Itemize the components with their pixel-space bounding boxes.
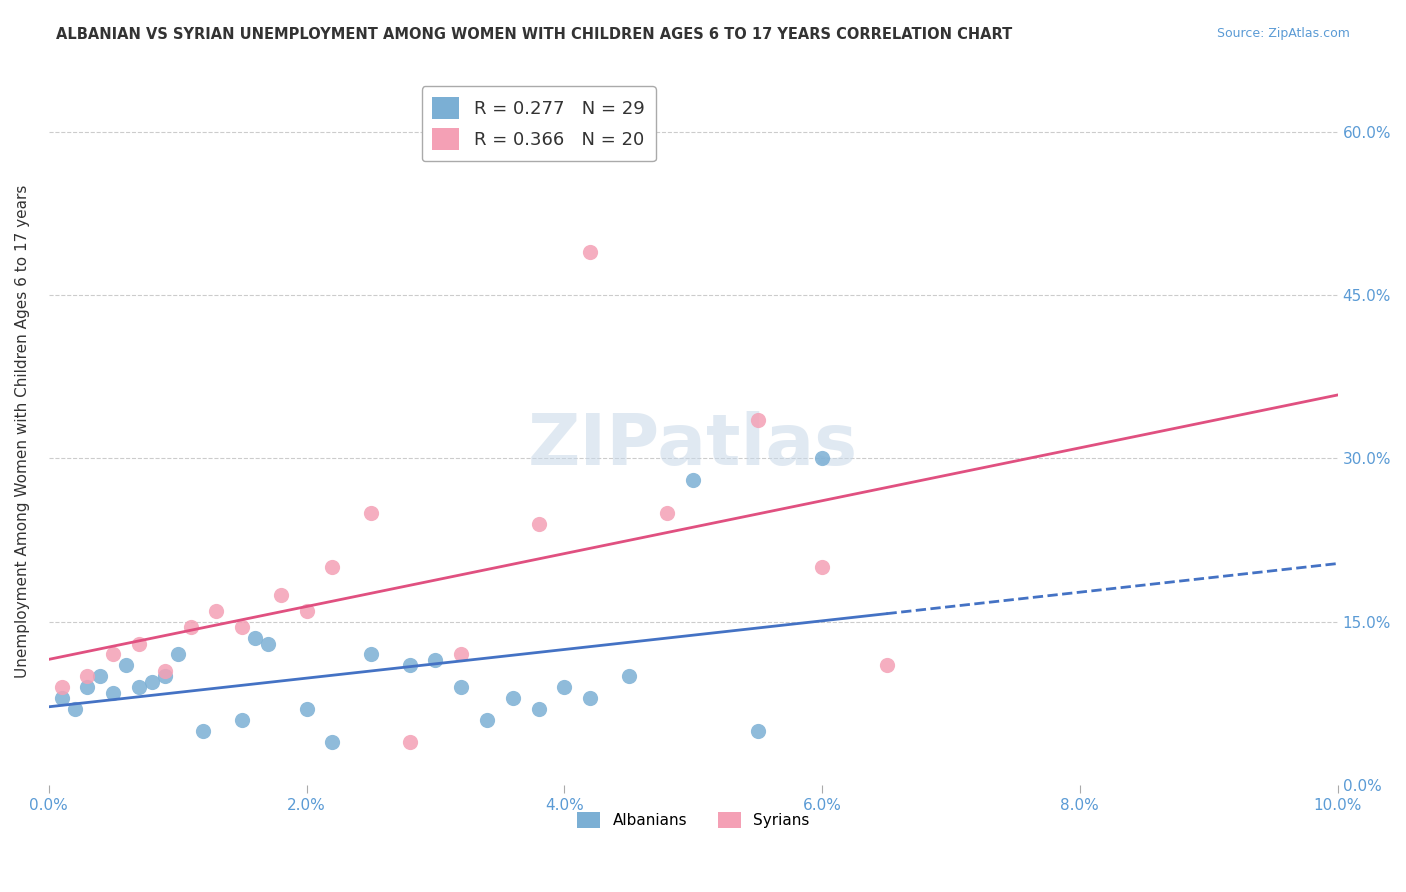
- Point: [475, 713, 498, 727]
- Point: [63, 702, 86, 716]
- Point: [450, 680, 472, 694]
- Point: [153, 669, 176, 683]
- Point: [103, 685, 125, 699]
- Point: [811, 451, 834, 466]
- Point: [425, 653, 447, 667]
- Point: [295, 604, 318, 618]
- Point: [747, 723, 769, 738]
- Point: [205, 604, 228, 618]
- Point: [579, 691, 602, 706]
- Point: [270, 588, 292, 602]
- Point: [243, 631, 266, 645]
- Point: [128, 636, 150, 650]
- Point: [811, 560, 834, 574]
- Point: [193, 723, 215, 738]
- Point: [321, 560, 343, 574]
- Point: [153, 664, 176, 678]
- Point: [682, 473, 704, 487]
- Point: [76, 680, 98, 694]
- Legend: Albanians, Syrians: Albanians, Syrians: [571, 805, 815, 834]
- Point: [527, 702, 550, 716]
- Point: [747, 413, 769, 427]
- Point: [657, 506, 679, 520]
- Point: [617, 669, 640, 683]
- Point: [51, 691, 73, 706]
- Point: [450, 648, 472, 662]
- Text: Source: ZipAtlas.com: Source: ZipAtlas.com: [1216, 27, 1350, 40]
- Point: [231, 620, 253, 634]
- Text: ZIPatlas: ZIPatlas: [529, 411, 858, 480]
- Point: [141, 674, 163, 689]
- Point: [257, 636, 280, 650]
- Point: [295, 702, 318, 716]
- Point: [579, 244, 602, 259]
- Point: [51, 680, 73, 694]
- Text: ALBANIAN VS SYRIAN UNEMPLOYMENT AMONG WOMEN WITH CHILDREN AGES 6 TO 17 YEARS COR: ALBANIAN VS SYRIAN UNEMPLOYMENT AMONG WO…: [56, 27, 1012, 42]
- Point: [321, 734, 343, 748]
- Point: [398, 658, 420, 673]
- Point: [76, 669, 98, 683]
- Point: [180, 620, 202, 634]
- Point: [553, 680, 575, 694]
- Point: [166, 648, 188, 662]
- Point: [103, 648, 125, 662]
- Point: [128, 680, 150, 694]
- Point: [231, 713, 253, 727]
- Point: [89, 669, 111, 683]
- Point: [527, 516, 550, 531]
- Y-axis label: Unemployment Among Women with Children Ages 6 to 17 years: Unemployment Among Women with Children A…: [15, 185, 30, 678]
- Point: [360, 648, 382, 662]
- Point: [115, 658, 138, 673]
- Point: [876, 658, 898, 673]
- Point: [360, 506, 382, 520]
- Point: [398, 734, 420, 748]
- Point: [502, 691, 524, 706]
